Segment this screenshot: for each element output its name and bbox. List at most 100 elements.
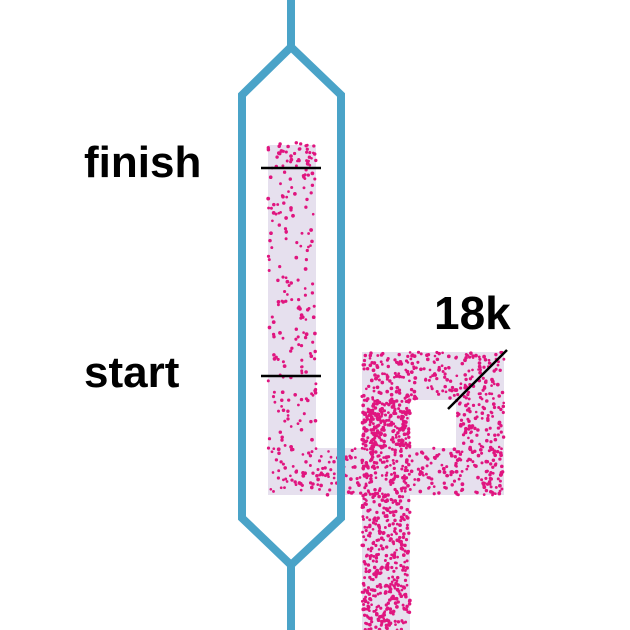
particle-dot: [316, 477, 320, 482]
particle-dot: [467, 390, 471, 394]
particle-dot: [365, 553, 369, 557]
particle-dot: [294, 483, 298, 486]
particle-dot: [285, 480, 289, 483]
particle-dot: [478, 395, 482, 399]
particle-dot: [274, 212, 278, 216]
particle-dot: [467, 419, 471, 424]
particle-dot: [369, 378, 374, 383]
particle-dot: [266, 254, 271, 258]
particle-dot: [294, 470, 299, 474]
particle-dot: [468, 409, 472, 414]
particle-dot: [329, 468, 333, 472]
particle-dot: [403, 543, 407, 548]
particle-dot: [394, 581, 398, 586]
particle-dot: [405, 516, 410, 520]
particle-dot: [293, 480, 297, 484]
particle-dot: [430, 481, 434, 486]
particle-dot: [471, 368, 474, 372]
particle-dot: [360, 590, 364, 594]
particle-dot: [282, 170, 287, 174]
particle-dot: [397, 403, 402, 407]
particle-dot: [435, 357, 440, 362]
particle-dot: [378, 408, 382, 413]
particle-dot: [296, 306, 300, 310]
particle-dot: [310, 291, 315, 295]
particle-dot: [377, 423, 381, 427]
particle-dot: [303, 287, 307, 290]
particle-dot: [375, 510, 379, 515]
particle-dot: [452, 447, 457, 452]
particle-dot: [310, 239, 314, 244]
particle-dot: [492, 405, 497, 410]
particle-dot: [289, 281, 293, 285]
particle-dot: [362, 583, 366, 587]
particle-dot: [311, 282, 315, 286]
particle-dot: [284, 216, 288, 220]
particle-dot: [402, 425, 406, 429]
particle-dot: [464, 403, 468, 408]
particle-dot: [391, 429, 395, 434]
particle-dot: [391, 510, 395, 514]
particle-dot: [442, 470, 447, 475]
particle-dot: [305, 308, 310, 312]
particle-dot: [399, 515, 404, 519]
particle-dot: [497, 445, 501, 449]
particle-dot: [365, 465, 370, 469]
particle-dot: [388, 480, 392, 484]
particle-dot: [475, 433, 479, 437]
particle-dot: [269, 487, 273, 491]
particle-dot: [437, 452, 441, 456]
particle-dot: [440, 364, 444, 368]
particle-dot: [480, 478, 484, 482]
particle-dot: [371, 397, 375, 401]
particle-dot: [379, 353, 384, 357]
particle-dot: [451, 470, 455, 474]
particle-dot: [394, 509, 398, 514]
particle-dot: [364, 498, 367, 501]
particle-dot: [375, 612, 379, 616]
particle-dot: [433, 372, 437, 376]
particle-dot: [268, 238, 272, 243]
particle-dot: [399, 542, 404, 547]
particle-dot: [360, 446, 364, 450]
particle-dot: [369, 627, 373, 630]
particle-dot: [462, 413, 467, 417]
particle-dot: [366, 586, 371, 590]
particle-dot: [323, 474, 328, 478]
particle-dot: [314, 382, 318, 386]
particle-dot: [457, 457, 462, 461]
particle-dot: [393, 551, 397, 555]
particle-dot: [372, 386, 376, 390]
particle-dot: [389, 556, 393, 560]
particle-dot: [375, 519, 378, 523]
particle-dot: [403, 592, 408, 597]
particle-dot: [499, 453, 503, 458]
particle-dot: [408, 441, 412, 445]
particle-dot: [313, 357, 317, 361]
particle-dot: [355, 481, 360, 485]
particle-dot: [437, 351, 441, 356]
particle-dot: [368, 481, 371, 484]
particle-dot: [402, 479, 406, 483]
particle-dot: [405, 583, 409, 587]
particle-dot: [441, 447, 446, 452]
particle-dot: [398, 444, 402, 448]
particle-dot: [379, 438, 383, 442]
particle-dot: [346, 490, 351, 494]
particle-dot: [309, 244, 312, 247]
particle-dot: [407, 599, 411, 603]
particle-dot: [378, 391, 382, 395]
particle-dot: [277, 451, 281, 456]
particle-dot: [308, 464, 312, 467]
particle-dot: [310, 183, 315, 188]
particle-dot: [383, 413, 388, 417]
particle-dot: [493, 437, 498, 442]
particle-dot: [487, 358, 491, 362]
particle-dot: [393, 453, 397, 457]
particle-dot: [464, 431, 468, 435]
particle-dot: [386, 565, 390, 569]
particle-dot: [455, 374, 459, 378]
particle-dot: [375, 584, 380, 589]
particle-dot: [393, 450, 397, 455]
particle-dot: [465, 467, 469, 471]
